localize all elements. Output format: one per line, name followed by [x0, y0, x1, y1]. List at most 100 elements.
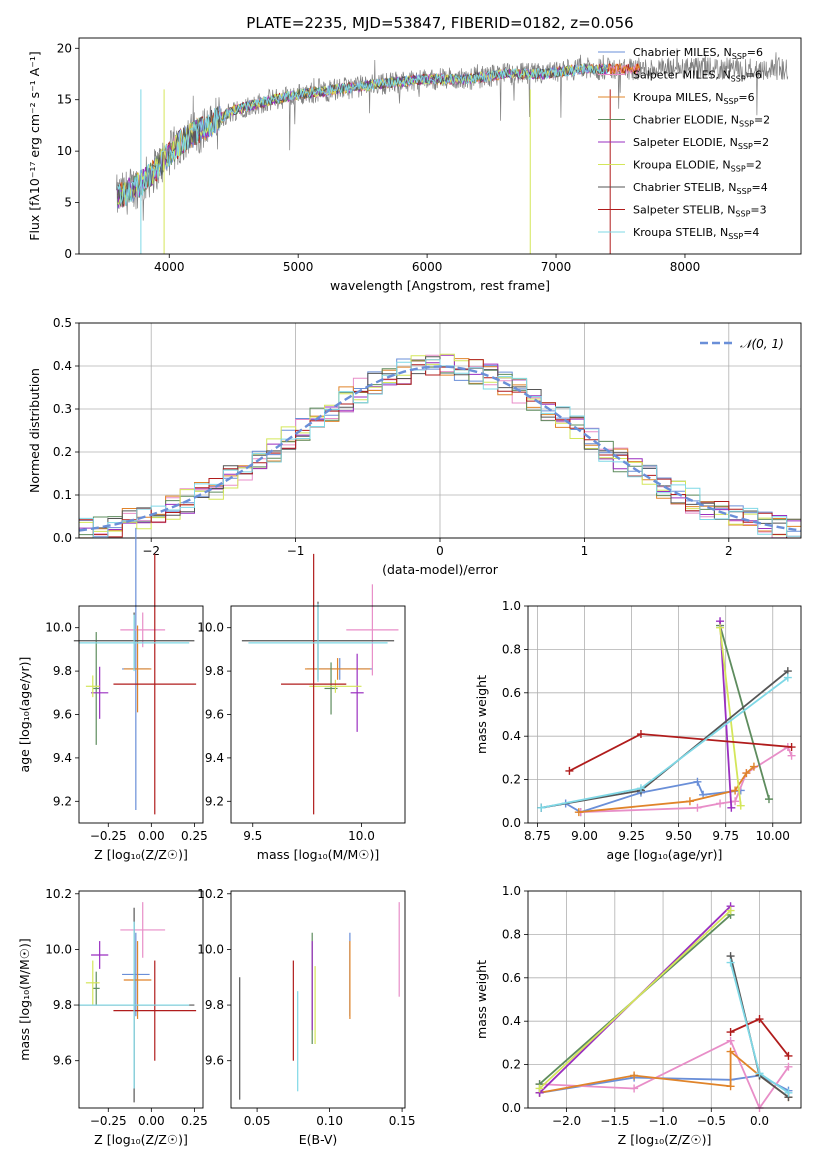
errorbar-point-chabrier_elodie — [92, 971, 100, 1006]
legend-entry: Chabrier MILES, NSSP=6 — [633, 46, 763, 61]
x-tick-label: 0.0 — [750, 1114, 769, 1128]
x-tick-label: −0.5 — [697, 1114, 726, 1128]
y-tick-label: 0.6 — [502, 686, 521, 700]
y-tick-label: 9.4 — [53, 751, 72, 765]
y-axis-label: mass weight — [474, 960, 489, 1039]
weight-marker-kroupa_elodie — [716, 623, 725, 632]
chart-ebv_mass: 0.05 0.10 0.15 9.6 9.8 10.0 10.2 E(B-V) — [197, 887, 415, 1147]
plot-frame — [78, 322, 802, 539]
errorbar-point-kroupa_elodie — [85, 960, 100, 1006]
y-tick-label: 0.2 — [502, 773, 521, 787]
weight-marker-salpeter_miles — [726, 1036, 735, 1045]
plot-frame — [230, 605, 406, 824]
y-tick-label: 0 — [64, 247, 72, 261]
errorbar-point-kroupa_miles — [304, 658, 371, 680]
x-axis-label: Z [log₁₀(Z/Z☉)] — [618, 1132, 712, 1147]
weight-marker-salpeter_miles — [716, 799, 725, 808]
y-axis-label: Normed distribution — [27, 368, 42, 493]
y-tick-label: 1.0 — [502, 884, 521, 898]
weight-marker-kroupa_elodie — [736, 801, 745, 810]
legend-entry: Kroupa MILES, NSSP=6 — [633, 91, 755, 106]
y-tick-label: 10.0 — [45, 621, 72, 635]
x-tick-label: −1.5 — [600, 1114, 629, 1128]
y-tick-label: 9.8 — [53, 998, 72, 1012]
weight-marker-salpeter_miles — [787, 751, 796, 760]
x-tick-label: 8000 — [670, 260, 701, 274]
x-tick-label: 9.50 — [665, 829, 692, 843]
y-tick-label: 0.5 — [53, 316, 72, 330]
legend-tail: =4 — [743, 226, 759, 239]
weight-marker-salpeter_stelib — [726, 1028, 735, 1037]
chart-z_mass: −0.25 0.00 0.25 9.6 9.8 10.0 10.2 Z [log₁₀(Z/Z☉… — [17, 887, 208, 1147]
y-tick-label: 9.8 — [205, 998, 224, 1012]
y-tick-label: 9.8 — [53, 664, 72, 678]
legend-subscript: SSP — [732, 52, 747, 61]
y-tick-label: 9.2 — [205, 794, 224, 808]
legend-subscript: SSP — [739, 120, 754, 129]
weight-marker-kroupa_elodie — [535, 1084, 544, 1093]
y-tick-label: 10.0 — [197, 942, 224, 956]
weight-marker-kroupa_miles — [742, 769, 751, 778]
errorbar-point-chabrier_elodie — [92, 632, 100, 745]
errorbar-point-salpeter_elodie — [91, 941, 109, 969]
y-tick-label: 1.0 — [502, 599, 521, 613]
y-tick-label: 20 — [57, 41, 72, 55]
legend-subscript: SSP — [737, 187, 752, 196]
y-tick-label: 9.6 — [205, 1054, 224, 1068]
errorbar-point-kroupa_miles — [123, 625, 152, 713]
weight-line-chabrier_elodie — [719, 625, 770, 800]
y-axis-label: age [log₁₀(age/yr)] — [17, 657, 32, 773]
errorbar-point-salpeter_miles — [346, 584, 399, 676]
x-tick-label: 0.05 — [244, 1114, 271, 1128]
errorbar-point-kroupa_stelib — [248, 603, 388, 682]
x-tick-label: −0.25 — [90, 829, 127, 843]
legend-entry: Salpeter ELODIE, NSSP=2 — [633, 136, 769, 151]
weight-marker-salpeter_stelib — [636, 730, 645, 739]
legend-tail: =6 — [746, 69, 762, 82]
y-tick-label: 9.6 — [205, 708, 224, 722]
legend-label: Kroupa MILES, N — [633, 91, 723, 104]
legend-entry: Kroupa STELIB, NSSP=4 — [633, 226, 759, 241]
weight-marker-chabrier_miles — [693, 777, 702, 786]
legend-label: Kroupa STELIB, N — [633, 226, 728, 239]
x-tick-label: 0.25 — [181, 1114, 208, 1128]
x-tick-label: 10.0 — [348, 829, 375, 843]
y-tick-label: 10.0 — [197, 621, 224, 635]
y-tick-label: 0.8 — [502, 642, 521, 656]
y-tick-label: 5 — [64, 196, 72, 210]
weight-line-salpeter_elodie — [719, 621, 733, 808]
chart-age_weight: 8.75 9.00 9.25 9.50 9.75 10.00 0.0 0.2 0.4 0.6 0.8… — [474, 599, 802, 862]
weight-marker-kroupa_miles — [630, 1071, 639, 1080]
x-tick-label: −2.0 — [552, 1114, 581, 1128]
y-tick-label: 9.6 — [53, 708, 72, 722]
errorbar-point-salpeter_stelib — [113, 553, 197, 815]
weight-marker-salpeter_miles — [693, 803, 702, 812]
errorbar-point-salpeter_stelib — [281, 553, 347, 815]
errorbar-point-salpeter_miles — [120, 902, 166, 958]
legend-label: Kroupa ELODIE, N — [633, 159, 731, 172]
x-tick-label: 1 — [581, 544, 589, 558]
plot-frame — [78, 37, 802, 255]
x-tick-label: −0.25 — [90, 1114, 127, 1128]
x-tick-label: 4000 — [154, 260, 185, 274]
y-axis-label: Flux [fλ10⁻¹⁷ erg cm⁻² s⁻¹ A⁻¹] — [27, 51, 42, 240]
y-tick-label: 0.3 — [53, 402, 72, 416]
x-tick-label: 0.25 — [181, 829, 208, 843]
x-axis-label: Z [log₁₀(Z/Z☉)] — [94, 847, 188, 862]
chart-residuals: −2 −1 0 1 2 0.0 0.1 0.2 0.3 0.4 0.5 (data-model)/er… — [27, 316, 802, 577]
x-tick-label: 0 — [436, 544, 444, 558]
y-tick-label: 9.6 — [53, 1054, 72, 1068]
y-tick-label: 0.0 — [502, 1101, 521, 1115]
y-tick-label: 0.0 — [53, 531, 72, 545]
weight-marker-kroupa_miles — [731, 786, 740, 795]
x-tick-label: 0.00 — [138, 1114, 165, 1128]
errorbar-point-salpeter_miles — [120, 612, 166, 648]
weight-marker-kroupa_miles — [685, 797, 694, 806]
errorbar-point-kroupa_stelib — [79, 921, 190, 1089]
legend-tail: =3 — [750, 204, 766, 217]
x-tick-label: 7000 — [541, 260, 572, 274]
chart-z_age: −0.25 0.00 0.25 9.2 9.4 9.6 9.8 10.0 Z [log₁₀(Z/… — [17, 527, 208, 862]
y-tick-label: 10.2 — [197, 887, 224, 901]
x-tick-label: 8.75 — [524, 829, 551, 843]
